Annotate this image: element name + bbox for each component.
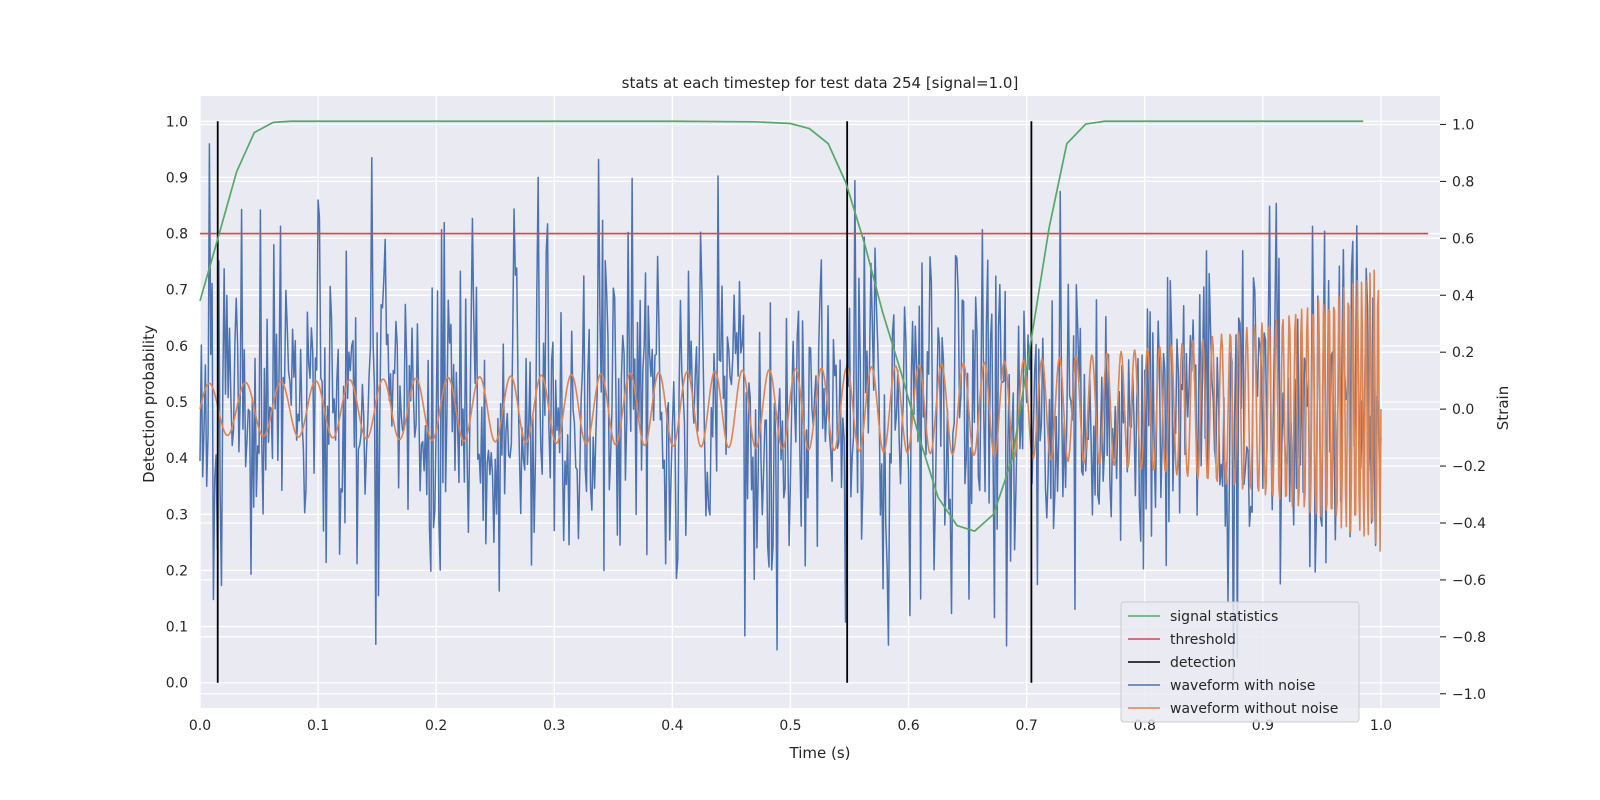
y2-tick-label: −0.6 — [1452, 573, 1486, 589]
y2-tick-label: 0.8 — [1452, 174, 1474, 190]
x-tick-label: 0.4 — [661, 718, 683, 734]
signal-statistics-line — [199, 120, 1364, 532]
x-axis: 0.0 0.1 0.2 0.3 0.4 0.5 0.6 0.7 0.8 0.9 1.0 — [189, 718, 1392, 734]
y2-tick-label: 0.2 — [1452, 345, 1474, 361]
x-tick-label: 0.2 — [425, 718, 447, 734]
y-tick-label: 0.4 — [166, 451, 188, 467]
chart-title: stats at each timestep for test data 254… — [622, 74, 1019, 92]
y-tick-label: 0.3 — [166, 507, 188, 523]
legend-label-waveform-without-noise: waveform without noise — [1170, 701, 1338, 717]
y2-tick-label: 0.0 — [1452, 402, 1474, 418]
x-tick-label: 0.7 — [1016, 718, 1038, 734]
y-tick-label: 0.5 — [166, 395, 188, 411]
y-tick-label: 0.2 — [166, 563, 188, 579]
y-tick-label: 0.0 — [166, 676, 188, 692]
y2-tick-label: −0.8 — [1452, 630, 1486, 646]
legend-label-threshold: threshold — [1170, 632, 1236, 648]
y2-tick-label: −0.2 — [1452, 459, 1486, 475]
y2-tick-label: −0.4 — [1452, 516, 1486, 532]
y-tick-label: 0.8 — [166, 227, 188, 243]
legend-box — [1120, 601, 1360, 723]
y2-axis-label: Strain — [1494, 386, 1512, 430]
waveform-without-noise-line — [199, 269, 1382, 552]
y2-tick-label: 1.0 — [1452, 117, 1474, 133]
y2-tick-label: −1.0 — [1452, 687, 1486, 703]
x-axis-label: Time (s) — [789, 744, 851, 762]
x-tick-label: 0.0 — [189, 718, 211, 734]
y2-tick-label: 0.4 — [1452, 288, 1474, 304]
legend: signal statistics threshold detection wa… — [1120, 601, 1360, 723]
y-tick-label: 0.6 — [166, 339, 188, 355]
x-tick-label: 1.0 — [1370, 718, 1392, 734]
x-tick-label: 0.3 — [543, 718, 565, 734]
y-axis-left: 0.0 0.1 0.2 0.3 0.4 0.5 0.6 0.7 0.8 0.9 1.0 — [166, 114, 188, 691]
x-tick-label: 0.5 — [779, 718, 801, 734]
x-tick-label: 0.6 — [897, 718, 919, 734]
legend-label-waveform-with-noise: waveform with noise — [1170, 678, 1315, 694]
y-axis-label: Detection probability — [140, 325, 158, 483]
series-group — [199, 120, 1429, 683]
legend-label-signal-statistics: signal statistics — [1170, 609, 1278, 625]
legend-label-detection: detection — [1170, 655, 1236, 671]
y-axis-right: −1.0 −0.8 −0.6 −0.4 −0.2 0.0 0.2 0.4 0.6 0.8 1.0 — [1440, 117, 1486, 703]
waveform-with-noise-line — [199, 143, 1382, 681]
y2-tick-label: 0.6 — [1452, 231, 1474, 247]
y-tick-label: 0.9 — [166, 170, 188, 186]
y-tick-label: 1.0 — [166, 114, 188, 130]
y-tick-label: 0.1 — [166, 620, 188, 636]
y-tick-label: 0.7 — [166, 283, 188, 299]
x-tick-label: 0.1 — [307, 718, 329, 734]
